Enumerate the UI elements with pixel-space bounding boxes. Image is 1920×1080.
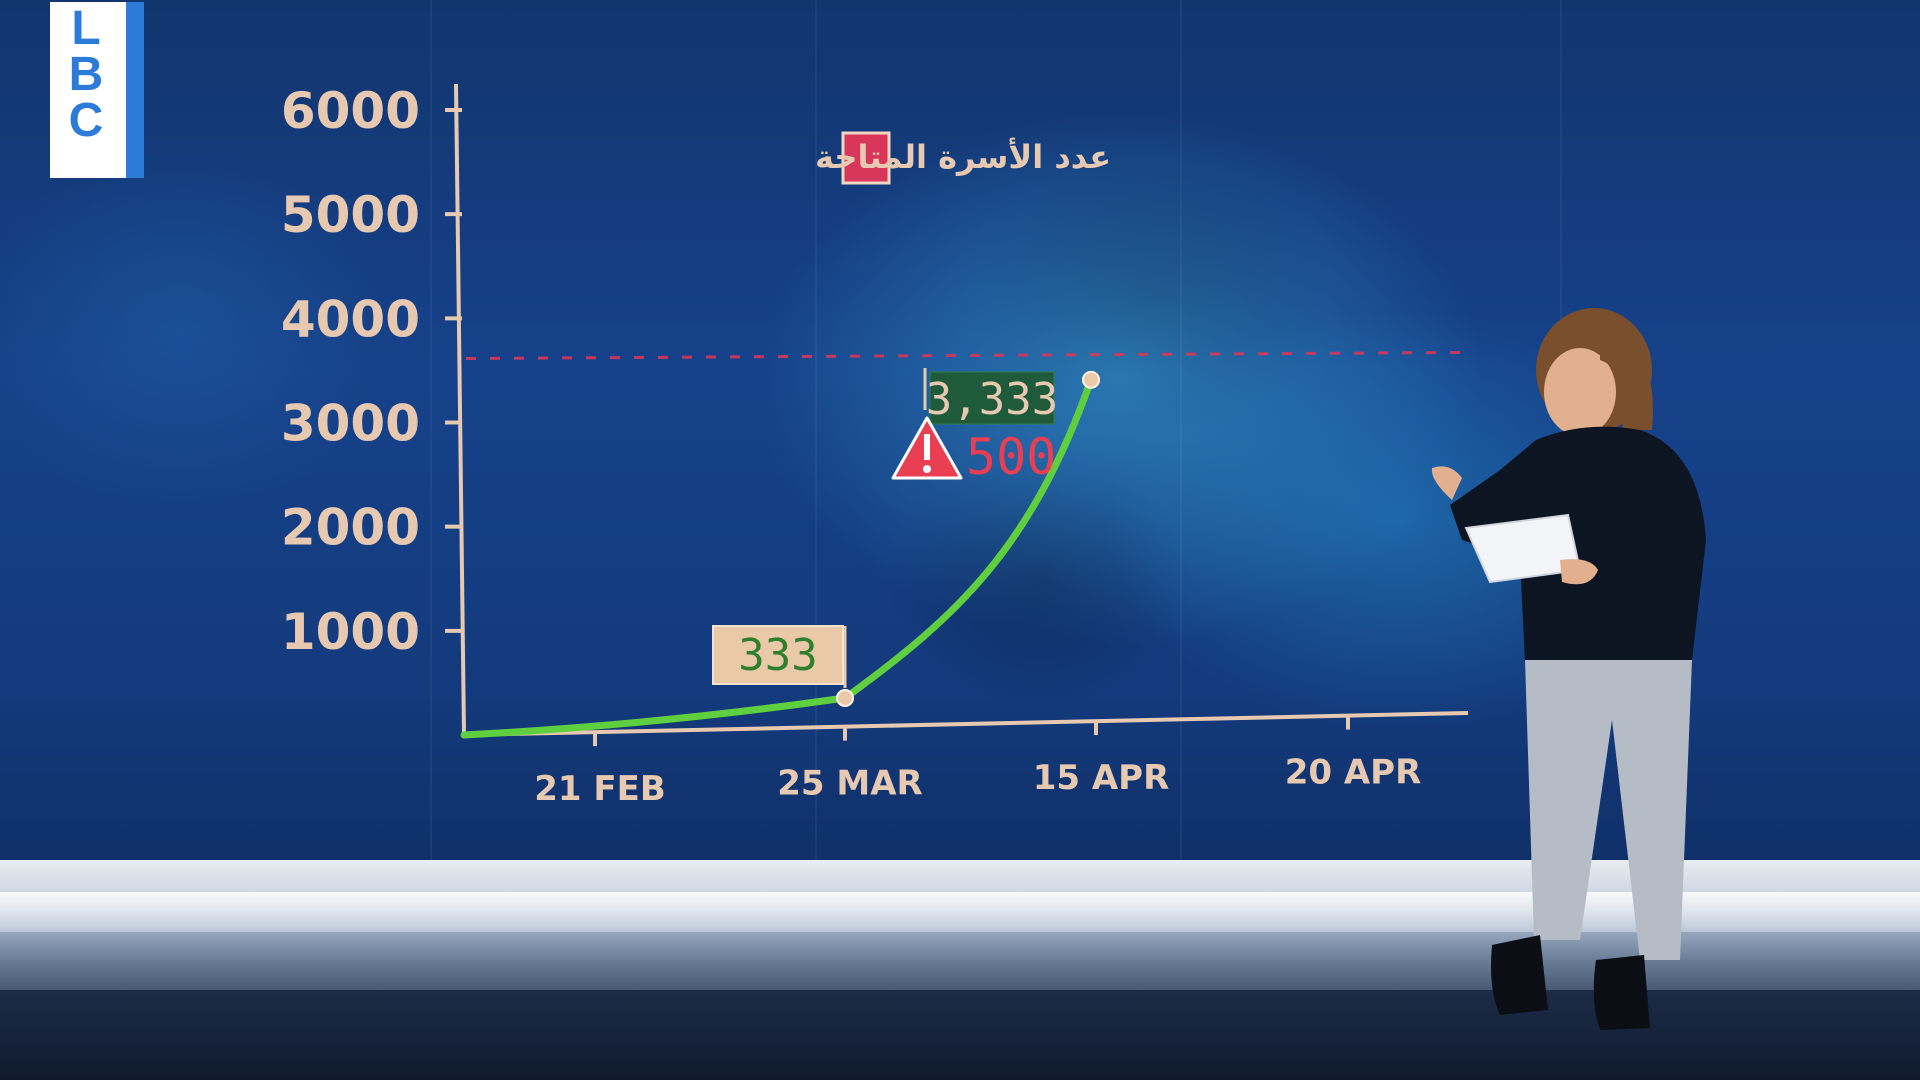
y-tick-label: 1000 bbox=[281, 603, 420, 661]
wall-panel-seam bbox=[430, 0, 432, 900]
warning-callout: 500 bbox=[891, 416, 1056, 486]
y-tick-label: 5000 bbox=[281, 186, 420, 244]
x-tick-label: 21 FEB bbox=[534, 769, 666, 809]
end-value-callout: 3,333 bbox=[923, 368, 1058, 425]
channel-logo: L B C bbox=[50, 2, 144, 178]
legend-label: عدد الأسرة المتاحة bbox=[815, 137, 1111, 176]
presenter-hair-side bbox=[1600, 330, 1653, 430]
start-value-label: 333 bbox=[738, 630, 817, 681]
y-tick-label: 6000 bbox=[281, 82, 420, 140]
x-axis-line bbox=[463, 711, 1469, 737]
series-point bbox=[1082, 370, 1100, 389]
start-value-box bbox=[712, 625, 844, 685]
logo-letter: C bbox=[68, 94, 104, 147]
logo-letter: B bbox=[68, 48, 104, 101]
stage-light-band bbox=[0, 892, 1920, 932]
x-tick-label: 25 MAR bbox=[777, 764, 922, 804]
logo-letters: L B C bbox=[56, 2, 116, 147]
logo-letter: L bbox=[71, 2, 101, 55]
presenter-shoe-right bbox=[1593, 955, 1650, 1030]
warning-exclamation-dot-icon bbox=[923, 465, 931, 473]
wall-panel-seam bbox=[815, 0, 817, 900]
presenter-shoe-left bbox=[1491, 935, 1548, 1015]
y-tick-label: 2000 bbox=[281, 499, 420, 557]
y-axis-line bbox=[454, 83, 466, 736]
warning-value-label: 500 bbox=[966, 428, 1056, 486]
presenter-trousers bbox=[1525, 660, 1692, 960]
presenter-face bbox=[1544, 348, 1616, 436]
wall-panel-seam bbox=[1180, 0, 1182, 900]
start-value-callout: 333 bbox=[712, 625, 847, 688]
warning-exclamation-icon bbox=[924, 434, 930, 460]
y-tick-label: 4000 bbox=[281, 290, 420, 348]
x-tick-label: 15 APR bbox=[1033, 758, 1170, 798]
series-point bbox=[836, 689, 854, 707]
presenter-torso bbox=[1450, 426, 1706, 662]
end-value-label: 3,333 bbox=[926, 374, 1058, 425]
x-tick-label: 20 APR bbox=[1285, 753, 1422, 793]
y-tick-label: 3000 bbox=[281, 395, 420, 453]
presenter-arm bbox=[1431, 466, 1462, 500]
chart-legend: عدد الأسرة المتاحة bbox=[815, 131, 1111, 185]
legend-swatch bbox=[841, 131, 891, 185]
presenter-hand bbox=[1560, 559, 1598, 585]
end-value-box bbox=[929, 371, 1055, 425]
